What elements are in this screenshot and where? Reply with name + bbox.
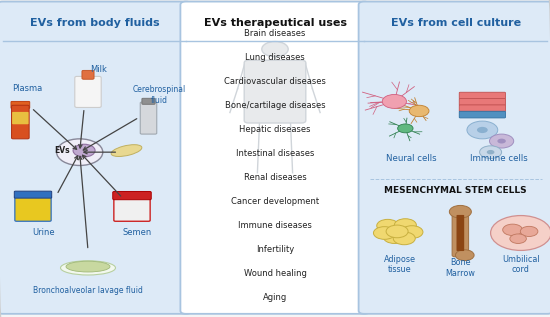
- Text: EVs from body fluids: EVs from body fluids: [30, 18, 159, 28]
- FancyBboxPatch shape: [459, 105, 505, 112]
- FancyBboxPatch shape: [456, 215, 464, 251]
- Text: Brain diseases: Brain diseases: [244, 29, 306, 38]
- Text: Milk: Milk: [91, 65, 107, 74]
- Ellipse shape: [66, 261, 110, 272]
- FancyBboxPatch shape: [75, 76, 101, 107]
- Circle shape: [477, 127, 488, 133]
- Circle shape: [409, 105, 429, 117]
- FancyBboxPatch shape: [14, 191, 52, 198]
- FancyBboxPatch shape: [12, 112, 29, 124]
- FancyBboxPatch shape: [180, 2, 370, 314]
- Text: Urine: Urine: [32, 229, 56, 237]
- Circle shape: [73, 144, 95, 157]
- FancyBboxPatch shape: [140, 102, 157, 134]
- Circle shape: [510, 234, 526, 243]
- Circle shape: [398, 124, 413, 133]
- FancyBboxPatch shape: [12, 105, 29, 139]
- Text: EVs therapeutical uses: EVs therapeutical uses: [204, 18, 346, 28]
- Text: Semen: Semen: [123, 229, 152, 237]
- Circle shape: [487, 150, 494, 154]
- Text: Bone
Marrow: Bone Marrow: [446, 258, 475, 278]
- FancyBboxPatch shape: [244, 60, 306, 123]
- Circle shape: [386, 225, 408, 238]
- Text: Adipose
tissue: Adipose tissue: [384, 255, 416, 275]
- FancyBboxPatch shape: [459, 92, 505, 99]
- Circle shape: [491, 216, 550, 250]
- Circle shape: [520, 226, 538, 236]
- Text: EVs: EVs: [54, 146, 70, 155]
- Text: Plasma: Plasma: [12, 84, 43, 93]
- Circle shape: [480, 146, 502, 158]
- Text: Wound healing: Wound healing: [244, 269, 306, 278]
- Circle shape: [377, 219, 399, 232]
- Circle shape: [449, 205, 471, 218]
- Circle shape: [383, 231, 405, 243]
- Text: Bone/cartilage diseases: Bone/cartilage diseases: [225, 101, 325, 110]
- Circle shape: [393, 232, 415, 245]
- Circle shape: [57, 139, 103, 165]
- Text: Hepatic diseases: Hepatic diseases: [239, 125, 311, 134]
- Text: Renal diseases: Renal diseases: [244, 173, 306, 182]
- FancyBboxPatch shape: [459, 111, 505, 118]
- Circle shape: [262, 42, 288, 57]
- FancyBboxPatch shape: [0, 2, 191, 314]
- FancyBboxPatch shape: [359, 2, 550, 314]
- FancyBboxPatch shape: [459, 99, 505, 105]
- Circle shape: [373, 227, 395, 239]
- FancyBboxPatch shape: [11, 101, 30, 108]
- Text: Neural cells: Neural cells: [386, 154, 436, 163]
- FancyBboxPatch shape: [15, 196, 51, 221]
- Text: Immune cells: Immune cells: [470, 154, 528, 163]
- Circle shape: [401, 226, 423, 238]
- Text: Immune diseases: Immune diseases: [238, 221, 312, 230]
- Text: Cerebrospinal
fluid: Cerebrospinal fluid: [133, 85, 186, 105]
- Text: Intestinal diseases: Intestinal diseases: [236, 149, 314, 158]
- FancyBboxPatch shape: [114, 197, 150, 221]
- Circle shape: [497, 139, 506, 144]
- Circle shape: [490, 134, 514, 148]
- Circle shape: [394, 219, 416, 231]
- FancyBboxPatch shape: [82, 70, 94, 79]
- Text: Infertility: Infertility: [256, 245, 294, 254]
- Text: Umbilical
cord: Umbilical cord: [502, 255, 540, 275]
- Circle shape: [467, 121, 498, 139]
- Text: Cardiovascular diseases: Cardiovascular diseases: [224, 77, 326, 86]
- Text: MESENCHYMAL STEM CELLS: MESENCHYMAL STEM CELLS: [384, 186, 527, 195]
- Ellipse shape: [111, 145, 142, 157]
- Text: Aging: Aging: [263, 293, 287, 302]
- Text: Cancer development: Cancer development: [231, 197, 319, 206]
- Text: Lung diseases: Lung diseases: [245, 53, 305, 62]
- Circle shape: [503, 224, 522, 236]
- FancyBboxPatch shape: [113, 191, 151, 200]
- Text: EVs from cell culture: EVs from cell culture: [390, 18, 521, 28]
- FancyBboxPatch shape: [452, 212, 469, 257]
- Circle shape: [455, 250, 474, 261]
- Text: Bronchoalveolar lavage fluid: Bronchoalveolar lavage fluid: [33, 286, 143, 294]
- FancyBboxPatch shape: [142, 98, 155, 104]
- Circle shape: [382, 94, 406, 108]
- Ellipse shape: [60, 261, 116, 275]
